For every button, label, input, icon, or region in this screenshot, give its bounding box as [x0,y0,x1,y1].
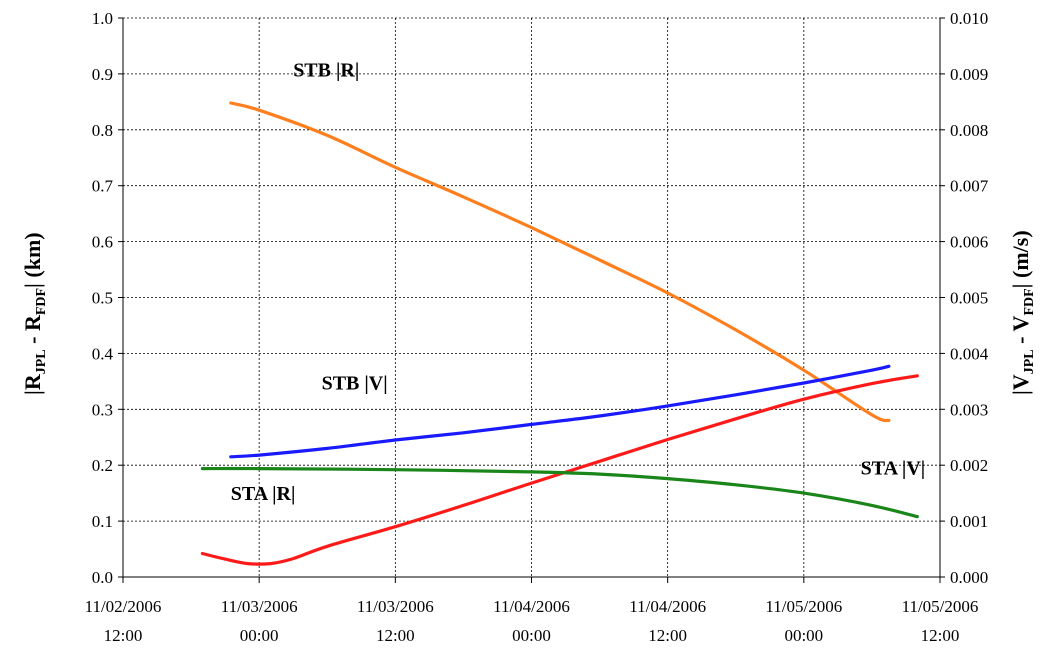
right-tick-label: 0.010 [950,9,988,28]
right-tick-label: 0.008 [950,121,988,140]
left-axis-title-main: |R [20,373,45,395]
x-tick-label-time: 12:00 [921,626,960,645]
left-axis-title-end: | (km) [20,232,45,288]
series-line-stb-r [229,101,891,423]
series-line-stb-v [229,364,891,459]
x-tick-label-time: 00:00 [784,626,823,645]
right-axis-title-sub1: JPL [1022,349,1037,374]
x-tick-label-date: 11/05/2006 [765,597,842,616]
right-tick-label: 0.000 [950,568,988,587]
left-tick-label: 0.5 [92,289,113,308]
x-tick-label-time: 12:00 [104,626,143,645]
left-tick-label: 0.4 [92,344,114,363]
left-tick-label: 0.7 [92,177,114,196]
x-tick-label-time: 00:00 [512,626,551,645]
series-label-sta-v: STA |V| [861,458,926,480]
left-axis-title-sub2: FDF [34,288,49,315]
x-tick-label-date: 11/04/2006 [493,597,570,616]
left-tick-label: 0.1 [92,512,113,531]
x-tick-label-date: 11/02/2006 [85,597,162,616]
left-tick-label: 0.9 [92,65,113,84]
left-tick-label: 0.8 [92,121,113,140]
series-labels: STB |R| STB |V| STA |R| STA |V| [231,60,925,505]
x-tick-label-date: 11/03/2006 [221,597,298,616]
right-tick-label: 0.009 [950,65,988,84]
left-tick-label: 0.2 [92,456,113,475]
series-label-sta-r: STA |R| [231,483,296,505]
series-layer [200,101,919,566]
left-tick-label: 0.6 [92,233,113,252]
right-axis-title: |VJPL - VFDF| (m/s) [1008,230,1037,395]
x-tick-label-date: 11/03/2006 [357,597,434,616]
right-tick-label: 0.005 [950,289,988,308]
left-tick-label: 0.0 [92,568,113,587]
x-tick-label-date: 11/04/2006 [629,597,706,616]
tick-labels: 0.0 0.000 0.1 0.001 0.2 0.002 0.3 0.003 0.4 0.004… [85,9,989,645]
right-axis-title-sub2: FDF [1022,288,1037,315]
right-axis-title-mid: - V [1008,315,1033,349]
right-tick-label: 0.006 [950,233,988,252]
right-tick-label: 0.003 [950,400,988,419]
right-tick-label: 0.007 [950,177,989,196]
left-axis-title-mid: - R [20,314,45,349]
x-tick-label-time: 00:00 [240,626,279,645]
series-label-stb-r: STB |R| [293,60,359,82]
left-axis-title: |RJPL - RFDF| (km) [20,232,49,395]
left-tick-label: 0.3 [92,400,113,419]
series-label-stb-v: STB |V| [322,373,388,395]
series-line-sta-r [200,374,919,566]
right-tick-label: 0.001 [950,512,988,531]
right-tick-label: 0.004 [950,344,989,363]
right-axis-title-end: | (m/s) [1008,230,1033,288]
right-tick-label: 0.002 [950,456,988,475]
x-tick-label-time: 12:00 [376,626,415,645]
x-tick-label-date: 11/05/2006 [902,597,979,616]
left-axis-title-sub1: JPL [34,349,49,374]
series-line-sta-v [200,466,919,519]
left-tick-label: 1.0 [92,9,113,28]
right-axis-title-main: |V [1008,374,1033,395]
x-tick-label-time: 12:00 [648,626,687,645]
